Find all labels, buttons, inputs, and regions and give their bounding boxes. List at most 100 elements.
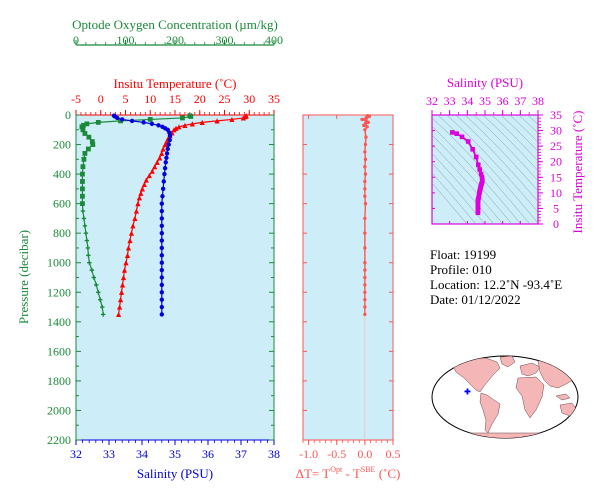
density-contour [432, 172, 477, 224]
float-info: Float: 19199 Profile: 010 Location: 12.2… [430, 247, 562, 307]
delta-t-point [363, 275, 367, 280]
temperature-axis-title: Insitu Temperature (˚C) [113, 76, 236, 91]
temperature-tick-label: 0 [98, 92, 104, 106]
density-contour [500, 115, 538, 152]
density-contour [432, 134, 513, 224]
temperature-point [135, 201, 141, 207]
oxygen-point [81, 216, 87, 221]
ts-salinity-tick-label: 35 [479, 94, 491, 108]
temperature-point [159, 150, 165, 157]
delta-t-point [362, 123, 366, 128]
oxygen-point [84, 238, 90, 243]
salinity-point [159, 230, 164, 236]
delta-t-point [363, 283, 367, 287]
oxygen-point [85, 245, 91, 251]
location-text: Location: 12.2˚N -93.4˚E [430, 277, 562, 292]
salinity-point [159, 216, 164, 221]
ts-point [450, 130, 455, 135]
salinity-point [167, 133, 173, 138]
oxygen-point [89, 139, 95, 144]
oxygen-point [98, 297, 103, 302]
temperature-point [121, 267, 128, 273]
ts-point [477, 167, 482, 172]
density-contour [464, 115, 538, 192]
temperature-point [157, 155, 163, 161]
temperature-point [138, 190, 144, 196]
salinity-point [165, 146, 170, 152]
africa [515, 376, 545, 419]
salinity-point [159, 223, 164, 228]
temperature-point [115, 311, 122, 318]
oxygen-point [94, 282, 99, 288]
density-contour [518, 115, 538, 134]
delta-t-point [363, 305, 367, 309]
salinity-point [164, 151, 170, 156]
oxygen-point [95, 119, 101, 125]
temperature-point [127, 237, 133, 244]
delta-t-point [363, 246, 367, 250]
profile-plot-area [75, 114, 275, 441]
pressure-tick-label: 2200 [47, 433, 71, 447]
temperature-tick-label: 25 [219, 92, 231, 106]
oxygen-point [85, 146, 91, 152]
float-id-text: Float: 19199 [430, 247, 496, 262]
antarctica [439, 432, 571, 438]
salinity-tick-label: 37 [235, 447, 247, 461]
temperature-tick-label: 5 [123, 92, 129, 106]
temperature-point [214, 118, 220, 124]
delta-t-point [363, 194, 367, 198]
delta-t-tick-label: -1.0 [299, 447, 318, 461]
oxygen-point [82, 151, 88, 156]
temperature-point [199, 119, 205, 125]
density-contour [482, 115, 538, 172]
temperature-point [116, 304, 123, 310]
salinity-point [129, 118, 135, 124]
oxygen-point [80, 171, 85, 177]
delta-t-point [366, 120, 370, 125]
salinity-point [159, 312, 164, 317]
ts-point [475, 162, 481, 168]
salinity-point [159, 275, 164, 280]
oxygen-tick-label: 400 [265, 33, 283, 47]
delta-t-panel: ΔT= TOpt - TSBE (˚C) -1.0 -0.5 0.0 0.5 [296, 114, 401, 481]
density-contour [491, 115, 538, 162]
salinity-tick-label: 38 [268, 447, 280, 461]
temperature-point [124, 252, 131, 258]
salinity-point [156, 123, 161, 128]
temperature-point [143, 177, 149, 183]
oxygen-point [84, 121, 90, 127]
delta-t-point [364, 135, 368, 139]
temperature-point [240, 115, 246, 121]
delta-t-point [363, 312, 367, 317]
temperature-point [125, 245, 132, 251]
salinity-point [164, 155, 169, 161]
salinity-point [115, 115, 120, 121]
delta-t-point [363, 142, 368, 147]
temperature-point [176, 124, 182, 130]
oxygen-point [90, 142, 96, 147]
delta-t-plot-area [302, 114, 394, 441]
oxygen-point [82, 223, 88, 228]
oxygen-tick-label: 200 [166, 33, 184, 47]
delta-t-point [363, 165, 367, 169]
salinity-point [159, 297, 164, 302]
salinity-point [159, 245, 164, 251]
delta-t-point [363, 268, 367, 272]
ts-plot-area [431, 114, 539, 225]
density-contours [432, 115, 538, 224]
ts-point [454, 131, 460, 136]
float-marker-cross [464, 388, 471, 395]
land-masses [439, 356, 578, 438]
temperature-tick-label: 35 [268, 92, 280, 106]
delta-t-axis-title: ΔT= TOpt - TSBE (˚C) [296, 465, 401, 481]
salinity-point [159, 208, 164, 214]
delta-t-point [363, 150, 367, 154]
salinity-point [159, 304, 164, 310]
profile-panel: Optode Oxygen Concentration (µm/kg) Insi… [16, 17, 283, 481]
salinity-point [160, 194, 165, 199]
density-contour [432, 125, 522, 224]
temperature-tick-label: 20 [194, 92, 206, 106]
ts-temperature-tick-label: 35 [550, 108, 562, 122]
salinity-tick-label: 34 [136, 447, 148, 461]
